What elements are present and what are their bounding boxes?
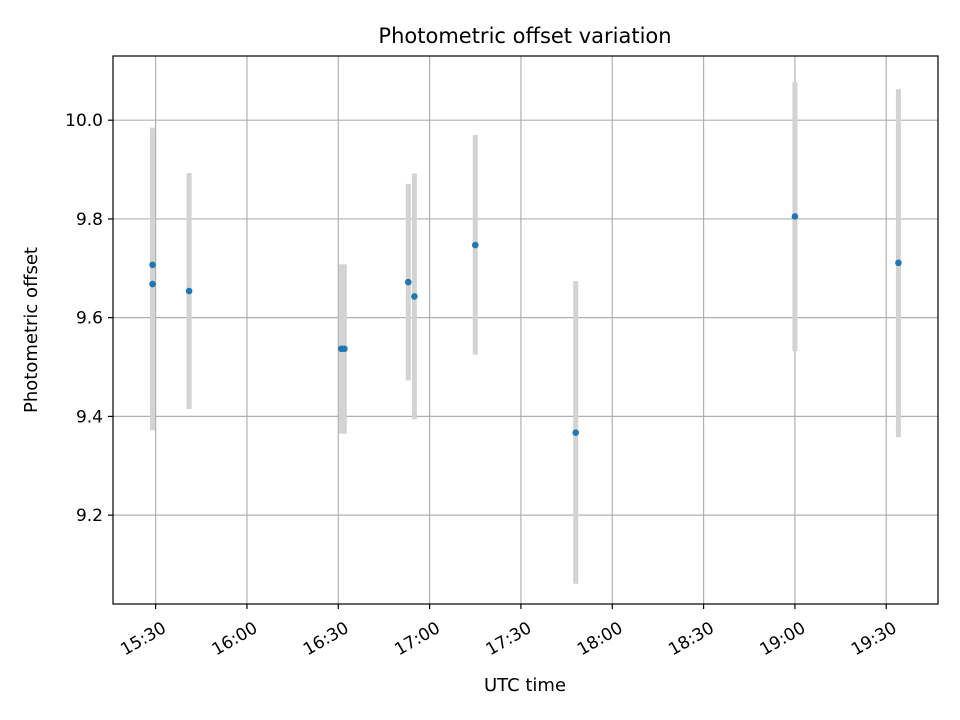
plot-frame (112, 55, 939, 605)
y-tick-label: 10.0 (65, 111, 103, 131)
y-tick-label: 9.2 (76, 506, 103, 526)
y-tick-label: 9.4 (76, 407, 103, 427)
y-axis: 9.2 9.4 9.6 9.8 10.0 (65, 111, 113, 526)
data-point (471, 241, 479, 249)
y-axis-label: Photometric offset (21, 247, 42, 413)
data-point (572, 429, 580, 436)
data-point (791, 213, 799, 220)
data-point (411, 293, 418, 300)
data-point (895, 259, 902, 267)
x-axis-label: UTC time (484, 675, 566, 696)
y-tick-label: 9.8 (76, 210, 103, 230)
y-tick-label: 9.6 (76, 309, 103, 329)
data-point (341, 345, 348, 353)
data-point (149, 280, 156, 288)
data-points (149, 213, 902, 436)
data-point (149, 261, 156, 269)
data-point (185, 287, 193, 295)
chart-title: Photometric offset variation (378, 24, 671, 48)
grid (113, 56, 938, 604)
data-point (404, 278, 412, 286)
